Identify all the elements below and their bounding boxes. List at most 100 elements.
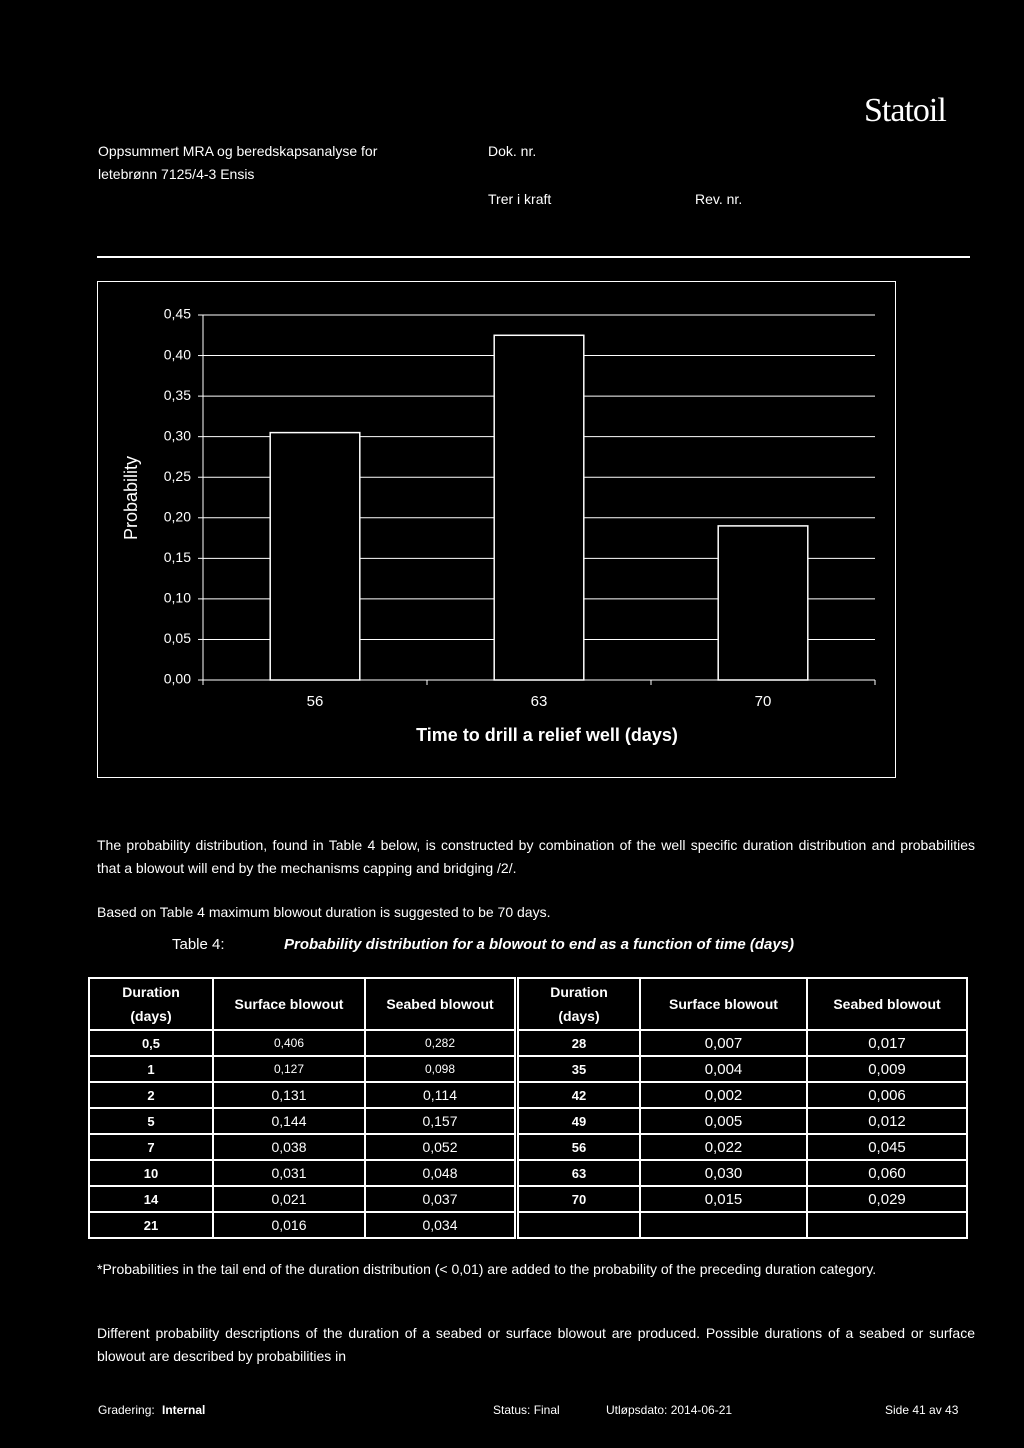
table-row: 1 0,127 0,098 35 0,004 0,009 — [88, 1055, 968, 1083]
doc-title: letebrønn 7125/4-3 Ensis — [98, 166, 255, 182]
column-header: Duration (days) — [88, 977, 214, 1031]
duration-cell — [514, 1211, 641, 1239]
duration-cell: 21 — [88, 1211, 214, 1239]
table-row: 5 0,144 0,157 49 0,005 0,012 — [88, 1107, 968, 1135]
cell: 0,021 — [212, 1185, 366, 1213]
column-header: Surface blowout — [639, 977, 808, 1031]
cell: 0,144 — [212, 1107, 366, 1135]
doc-no: Dok. nr. — [488, 143, 537, 159]
duration-cell: 0,5 — [88, 1029, 214, 1057]
table-row: 21 0,016 0,034 — [88, 1211, 968, 1239]
status: Status: Final — [493, 1403, 560, 1417]
x-tick-label: 56 — [307, 693, 324, 710]
table: Duration (days) Surface blowout Seabed blo… — [88, 977, 968, 1239]
cell: 0,022 — [639, 1133, 808, 1161]
duration-cell: 28 — [514, 1029, 641, 1057]
y-tick-label: 0,00 — [164, 671, 191, 687]
cell: 0,406 — [212, 1029, 366, 1057]
x-tick-label: 70 — [755, 693, 772, 710]
table-row: 14 0,021 0,037 70 0,015 0,029 — [88, 1185, 968, 1213]
expiry: Utløpsdato: 2014-06-21 — [606, 1403, 733, 1417]
duration-cell: 14 — [88, 1185, 214, 1213]
column-header: Duration (days) — [514, 977, 641, 1031]
paragraph: The probability distribution, found in T… — [97, 837, 975, 876]
y-tick-label: 0,35 — [164, 387, 191, 403]
cell: 0,282 — [364, 1029, 518, 1057]
cell: 0,037 — [364, 1185, 518, 1213]
cell: 0,114 — [364, 1081, 518, 1109]
cell: 0,131 — [212, 1081, 366, 1109]
grading-value: Internal — [162, 1403, 206, 1417]
paragraph: Different probability descriptions of th… — [97, 1325, 975, 1364]
y-tick-label: 0,30 — [164, 427, 191, 443]
cell: 0,030 — [639, 1159, 808, 1187]
duration-cell: 70 — [514, 1185, 641, 1213]
y-tick-label: 0,25 — [164, 468, 191, 484]
cell: 0,060 — [806, 1159, 968, 1187]
table-header-row: Duration (days) Surface blowout Seabed blo… — [88, 977, 968, 1031]
cell: 0,052 — [364, 1133, 518, 1161]
y-tick-label: 0,20 — [164, 508, 191, 524]
cell: 0,006 — [806, 1081, 968, 1109]
table-row: 2 0,131 0,114 42 0,002 0,006 — [88, 1081, 968, 1109]
y-tick-label: 0,10 — [164, 590, 191, 606]
cell: 0,009 — [806, 1055, 968, 1083]
column-header: Seabed blowout — [364, 977, 518, 1031]
cell: 0,038 — [212, 1133, 366, 1161]
page-number: Side 41 av 43 — [885, 1403, 959, 1417]
column-header: Seabed blowout — [806, 977, 968, 1031]
cell: 0,031 — [212, 1159, 366, 1187]
y-axis-label: Probability — [121, 456, 141, 540]
table-label: Table 4: — [172, 936, 225, 953]
x-axis-label: Time to drill a relief well (days) — [416, 725, 678, 745]
logo: Statoil — [864, 92, 947, 129]
y-tick-label: 0,05 — [164, 630, 191, 646]
y-tick-label: 0,15 — [164, 549, 191, 565]
chart: Probability Time to drill a relief well … — [97, 281, 896, 778]
duration-cell: 1 — [88, 1055, 214, 1083]
cell: 0,045 — [806, 1133, 968, 1161]
cell: 0,016 — [212, 1211, 366, 1239]
cell: 0,034 — [364, 1211, 518, 1239]
duration-cell: 5 — [88, 1107, 214, 1135]
cell: 0,127 — [212, 1055, 366, 1083]
cell: 0,017 — [806, 1029, 968, 1057]
cell: 0,098 — [364, 1055, 518, 1083]
duration-cell: 63 — [514, 1159, 641, 1187]
cell — [806, 1211, 968, 1239]
cell: 0,007 — [639, 1029, 808, 1057]
cell: 0,029 — [806, 1185, 968, 1213]
x-tick-label: 63 — [531, 693, 548, 710]
duration-cell: 7 — [88, 1133, 214, 1161]
cell — [639, 1211, 808, 1239]
duration-cell: 2 — [88, 1081, 214, 1109]
table-caption: Probability distribution for a blowout t… — [284, 936, 795, 953]
cell: 0,015 — [639, 1185, 808, 1213]
bar — [269, 431, 361, 681]
footnote: *Probabilities in the tail end of the du… — [97, 1261, 877, 1277]
table-row: 0,5 0,406 0,282 28 0,007 0,017 — [88, 1029, 968, 1057]
cell: 0,012 — [806, 1107, 968, 1135]
bar — [493, 334, 585, 681]
cell: 0,157 — [364, 1107, 518, 1135]
duration-cell: 10 — [88, 1159, 214, 1187]
duration-cell: 49 — [514, 1107, 641, 1135]
paragraph: Based on Table 4 maximum blowout duratio… — [97, 904, 551, 920]
cell: 0,005 — [639, 1107, 808, 1135]
doc-title: Oppsummert MRA og beredskapsanalyse for — [98, 143, 378, 159]
grading-label: Gradering: — [98, 1403, 155, 1417]
rev-no: Rev. nr. — [695, 191, 743, 207]
duration-cell: 35 — [514, 1055, 641, 1083]
table-row: 10 0,031 0,048 63 0,030 0,060 — [88, 1159, 968, 1187]
y-tick-label: 0,40 — [164, 346, 191, 362]
cell: 0,048 — [364, 1159, 518, 1187]
rule — [97, 256, 970, 258]
cell: 0,002 — [639, 1081, 808, 1109]
effective: Trer i kraft — [488, 191, 552, 207]
cell: 0,004 — [639, 1055, 808, 1083]
bar — [717, 525, 809, 681]
y-tick-label: 0,45 — [164, 306, 191, 322]
duration-cell: 42 — [514, 1081, 641, 1109]
table-row: 7 0,038 0,052 56 0,022 0,045 — [88, 1133, 968, 1161]
